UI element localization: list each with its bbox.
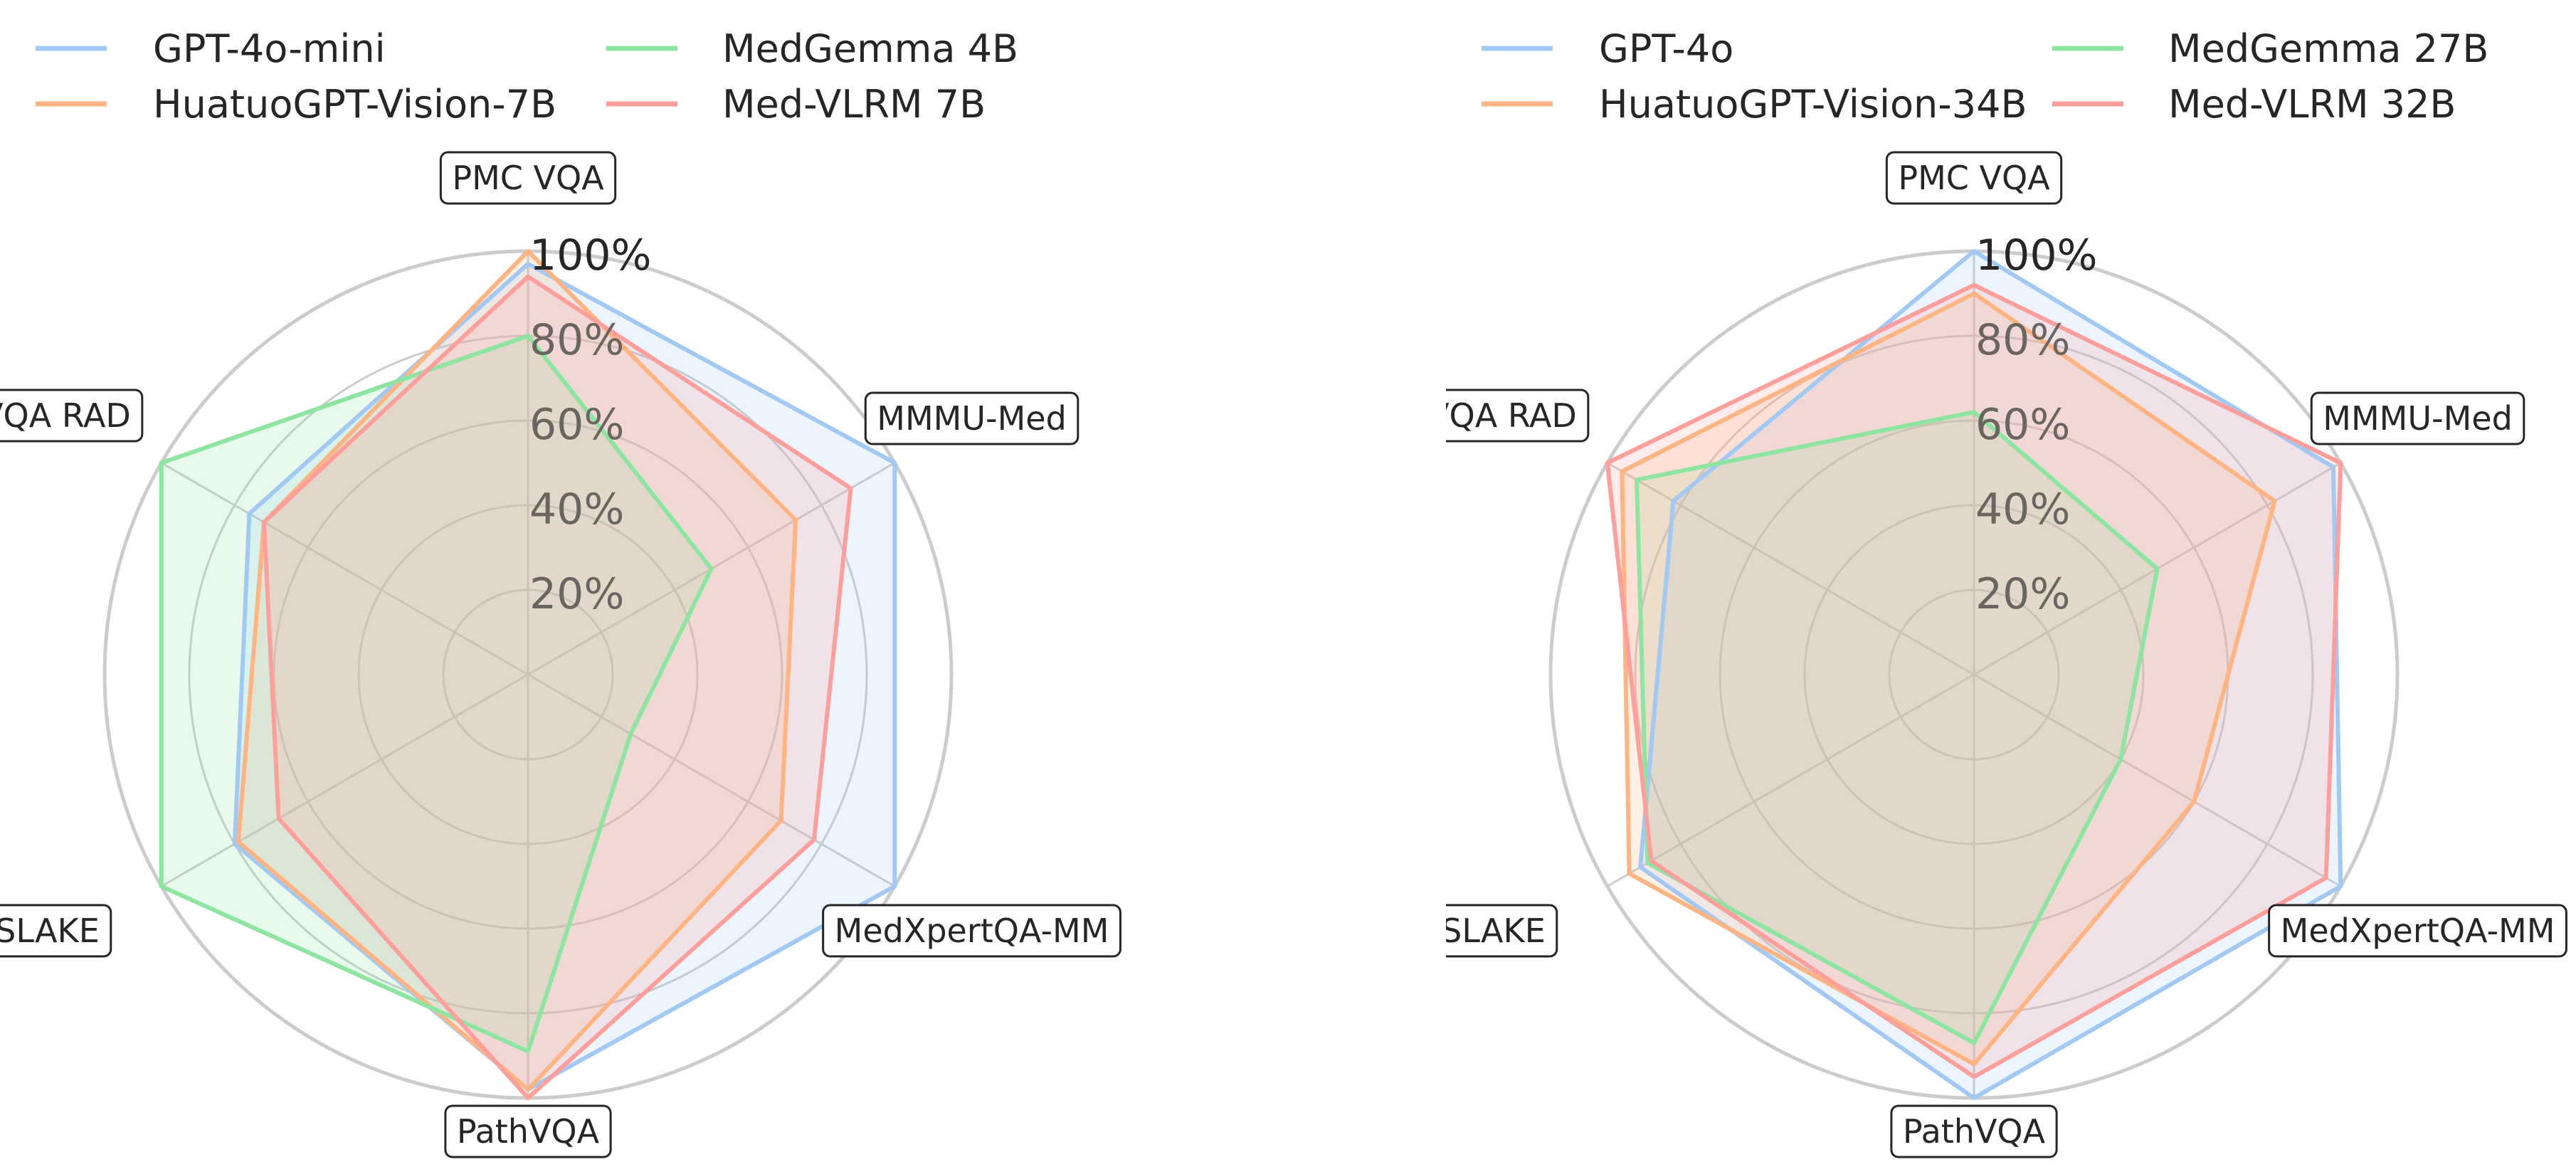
legend-label: MedGemma 27B <box>2168 26 2488 71</box>
series-lines <box>1605 249 2343 1100</box>
axis-label: PMC VQA <box>439 151 617 205</box>
axis-label: MedXpertQA-MM <box>822 904 1121 958</box>
radar-chart-right-svg: GPT-4o HuatuoGPT-Vision-34B MedGemma 27B Me… <box>1446 26 2567 1158</box>
axis-label-box <box>822 904 1121 958</box>
series-area-3 <box>1636 412 2158 1043</box>
axis-label: MMMU-Med <box>2310 391 2525 445</box>
legend-entry: HuatuoGPT-Vision-7B <box>36 82 556 127</box>
series-lines <box>159 249 897 1100</box>
legend-entry: GPT-4o <box>1482 26 1733 71</box>
axis-label: PathVQA <box>1890 1104 2058 1158</box>
legend-label: HuatuoGPT-Vision-34B <box>1599 82 2027 127</box>
tick-label: 20% <box>1975 569 2070 619</box>
legend-entry: MedGemma 27B <box>2052 26 2488 71</box>
series-area-4 <box>1607 285 2341 1077</box>
series-area-1 <box>1640 251 2341 1098</box>
series-area-4 <box>264 276 851 1099</box>
legend-entry: MedGemma 4B <box>606 26 1018 71</box>
legend-entry: Med-VLRM 7B <box>606 82 986 127</box>
tick-label: 60% <box>529 400 624 450</box>
axis-label-box <box>1890 1104 2058 1158</box>
spoke-line <box>1973 673 2342 887</box>
axis-label-text: VQA RAD <box>1446 396 1577 435</box>
legend-label: GPT-4o-mini <box>153 26 386 71</box>
axis-label-text: VQA RAD <box>0 396 131 435</box>
series-line-2 <box>1620 291 2277 1067</box>
axis-label: VQA RAD <box>1446 389 1590 443</box>
axis-label-box <box>2310 391 2525 445</box>
tick-label: 40% <box>529 485 624 534</box>
tick-label: 60% <box>1975 400 2070 450</box>
axis-label-box <box>444 1104 612 1158</box>
legend-entry: Med-VLRM 32B <box>2052 82 2456 127</box>
axis-label-box <box>1446 904 1558 958</box>
series-line-3 <box>1634 410 2160 1045</box>
radar-chart-left: GPT-4o-mini HuatuoGPT-Vision-7B MedGemma 4… <box>0 26 1121 1158</box>
axis-label: PathVQA <box>444 1104 612 1158</box>
legend-label: MedGemma 4B <box>722 26 1018 71</box>
spoke-line <box>1606 462 1975 676</box>
spoke-line <box>527 673 896 887</box>
tick-label: 40% <box>1975 485 2070 534</box>
axis-label-text: PathVQA <box>1903 1112 2046 1151</box>
axis-label-text: SLAKE <box>0 912 100 950</box>
tick-label: 80% <box>1975 315 2070 365</box>
axis-label-text: MMMU-Med <box>2323 399 2513 438</box>
series-line-4 <box>262 274 853 1100</box>
legend-label: Med-VLRM 7B <box>722 82 986 127</box>
radar-chart-right: GPT-4o HuatuoGPT-Vision-34B MedGemma 27B Me… <box>1446 0 2576 1167</box>
legend-label: GPT-4o <box>1599 26 1733 71</box>
spoke-line <box>160 462 529 676</box>
axis-label: PMC VQA <box>1885 151 2063 205</box>
legend-label: Med-VLRM 32B <box>2168 82 2456 127</box>
legend-label: HuatuoGPT-Vision-7B <box>153 82 556 127</box>
axis-label-box <box>1446 389 1590 443</box>
tick-labels: 20% 40% 60% 80% 100% <box>529 231 652 619</box>
legend-entry: GPT-4o-mini <box>36 26 386 71</box>
series-line-3 <box>159 334 714 1054</box>
tick-label: 80% <box>529 315 624 365</box>
axis-label-box <box>2268 904 2567 958</box>
series-area-2 <box>238 251 796 1090</box>
tick-label: 100% <box>529 231 652 280</box>
axis-label-box <box>439 151 617 205</box>
axis-label-text: PMC VQA <box>452 159 604 197</box>
axis-label-text: SLAKE <box>1446 912 1546 950</box>
series-area-2 <box>1622 293 2275 1065</box>
series-fills <box>161 251 895 1099</box>
axis-label: VQA RAD <box>0 389 144 443</box>
axis-label-text: MedXpertQA-MM <box>835 912 1109 950</box>
series-area-3 <box>161 336 712 1052</box>
spoke-line <box>1606 673 1975 887</box>
axis-label-text: MMMU-Med <box>877 399 1067 438</box>
axis-label-box <box>864 391 1080 445</box>
series-line-1 <box>1638 249 2343 1100</box>
tick-label: 20% <box>529 569 624 619</box>
axis-label: SLAKE <box>1446 904 1558 958</box>
axis-label-box <box>0 904 112 958</box>
axis-label-text: PathVQA <box>457 1112 600 1151</box>
axis-label: MedXpertQA-MM <box>2268 904 2567 958</box>
axis-label-text: PMC VQA <box>1898 159 2050 197</box>
axis-label: SLAKE <box>0 904 112 958</box>
series-area-1 <box>234 263 895 1090</box>
legend-entry: HuatuoGPT-Vision-34B <box>1482 82 2027 127</box>
axis-labels: PMC VQA MMMU-Med MedXpertQA-MM PathVQA SLAKE… <box>0 151 1121 1158</box>
spoke-line <box>160 673 529 887</box>
tick-label: 100% <box>1975 231 2098 280</box>
axis-label-box <box>1885 151 2063 205</box>
radar-chart-left-svg: GPT-4o-mini HuatuoGPT-Vision-7B MedGemma 4… <box>0 26 1121 1158</box>
series-fills <box>1607 251 2341 1098</box>
tick-labels: 20% 40% 60% 80% 100% <box>1975 231 2098 619</box>
axis-label-box <box>0 389 144 443</box>
series-line-4 <box>1605 282 2343 1079</box>
axis-label-text: MedXpertQA-MM <box>2281 912 2555 950</box>
axis-label: MMMU-Med <box>864 391 1080 445</box>
axis-labels: PMC VQA MMMU-Med MedXpertQA-MM PathVQA SLAKE… <box>1446 151 2567 1158</box>
